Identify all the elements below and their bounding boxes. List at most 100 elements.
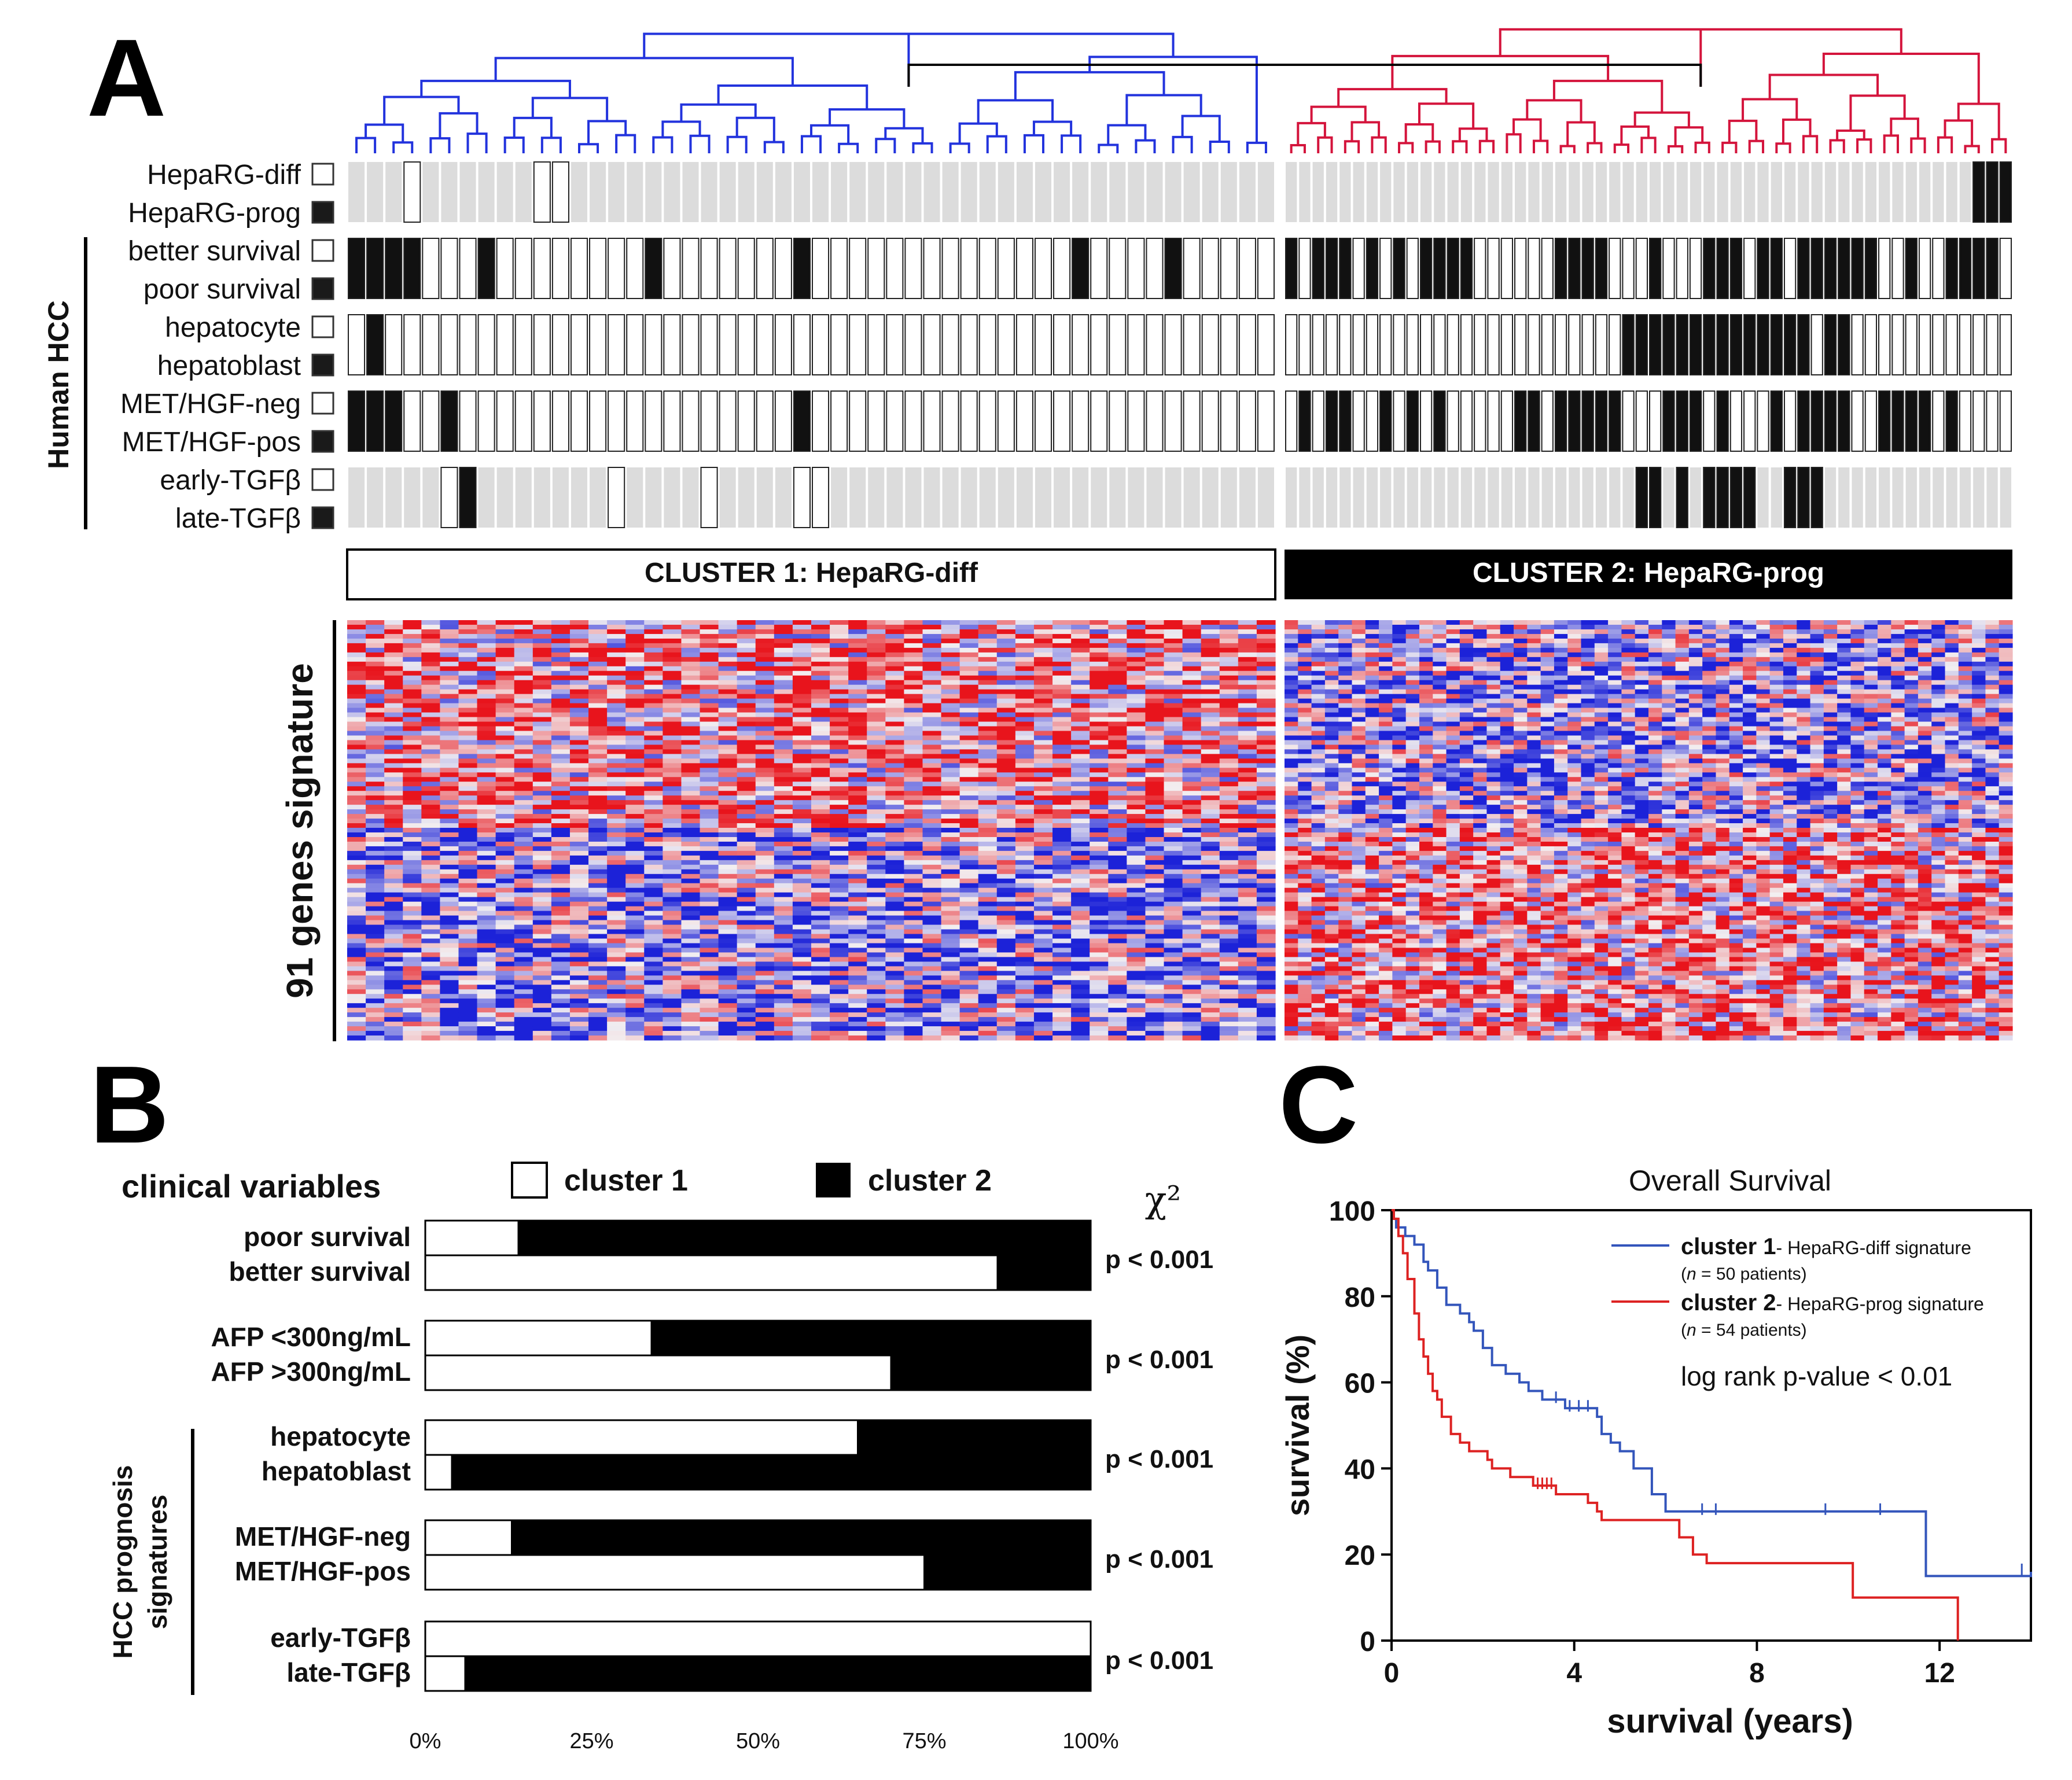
heatmap-cell xyxy=(811,698,830,704)
annotation-cell xyxy=(1649,390,1662,452)
annotation-cell xyxy=(1474,390,1486,452)
heatmap-cell xyxy=(1219,786,1239,791)
heatmap-cell xyxy=(848,666,867,672)
heatmap-cell xyxy=(1052,805,1072,810)
annotation-cell xyxy=(1339,314,1352,375)
heatmap-cell xyxy=(774,643,793,648)
heatmap-cell xyxy=(1219,782,1239,787)
heatmap-cell xyxy=(1071,883,1090,889)
heatmap-cell xyxy=(514,836,533,842)
heatmap-cell xyxy=(1127,938,1146,944)
heatmap-cell xyxy=(1145,819,1165,824)
heatmap-cell xyxy=(625,828,645,833)
annotation-cell xyxy=(1034,314,1052,375)
heatmap-cell xyxy=(588,998,608,1004)
heatmap-cell xyxy=(1090,670,1109,676)
heatmap-cell xyxy=(607,786,626,791)
heatmap-cell xyxy=(700,777,719,782)
heatmap-cell xyxy=(904,758,923,764)
heatmap-cell xyxy=(514,938,533,944)
heatmap-cell xyxy=(1127,754,1146,759)
heatmap-cell xyxy=(1108,782,1127,787)
heatmap-cell xyxy=(830,758,849,764)
heatmap-cell xyxy=(588,749,608,754)
heatmap-cell xyxy=(458,897,478,902)
heatmap-cell xyxy=(1052,901,1072,907)
heatmap-cell xyxy=(885,841,904,847)
heatmap-cell xyxy=(625,684,645,690)
heatmap-cell xyxy=(569,989,589,994)
heatmap-cell xyxy=(681,836,701,842)
heatmap-cell xyxy=(625,948,645,953)
heatmap-cell xyxy=(885,624,904,630)
heatmap-cell xyxy=(848,915,867,921)
heatmap-cell xyxy=(718,657,738,662)
heatmap-cell xyxy=(495,684,515,690)
heatmap-cell xyxy=(569,629,589,635)
heatmap-cell xyxy=(532,745,552,750)
heatmap-cell xyxy=(440,754,459,759)
heatmap-cell xyxy=(1145,975,1165,981)
heatmap-cell xyxy=(625,694,645,699)
heatmap-cell xyxy=(366,638,385,644)
heatmap-cell xyxy=(1071,795,1090,801)
heatmap-cell xyxy=(514,633,533,639)
dendrogram-branch xyxy=(810,124,850,144)
heatmap-cell xyxy=(755,731,775,736)
annotation-cell xyxy=(1595,162,1607,222)
heatmap-cell xyxy=(848,874,867,879)
heatmap-cell xyxy=(1201,805,1220,810)
heatmap-cell xyxy=(384,1031,403,1036)
dendrogram-branch xyxy=(1310,105,1367,123)
heatmap-cell xyxy=(495,929,515,935)
heatmap-cell xyxy=(644,864,663,870)
heatmap-cell xyxy=(922,1031,942,1036)
heatmap-cell xyxy=(941,823,960,828)
heatmap-cell xyxy=(1164,832,1183,838)
heatmap-cell xyxy=(458,864,478,870)
heatmap-cell xyxy=(755,763,775,768)
annotation-cell xyxy=(849,162,866,222)
heatmap-cell xyxy=(532,938,552,944)
heatmap-cell xyxy=(625,707,645,713)
heatmap-cell xyxy=(551,633,571,639)
heatmap-cell xyxy=(941,989,960,994)
heatmap-cell xyxy=(347,989,366,994)
annotation-cell xyxy=(1554,390,1567,452)
heatmap-cell xyxy=(403,680,422,686)
dendrogram-branch xyxy=(829,108,906,128)
heatmap-cell xyxy=(718,989,738,994)
heatmap-cell xyxy=(996,684,1016,690)
heatmap-cell xyxy=(551,694,571,699)
heatmap-cell xyxy=(644,731,663,736)
heatmap-cell xyxy=(532,1035,552,1041)
heatmap-cell xyxy=(384,901,403,907)
heatmap-cell xyxy=(737,800,756,805)
heatmap-cell xyxy=(625,934,645,939)
heatmap-cell xyxy=(403,828,422,833)
annotation-cell xyxy=(1986,467,1998,528)
heatmap-cell xyxy=(1071,643,1090,648)
heatmap-cell xyxy=(978,998,998,1004)
heatmap-cell xyxy=(514,929,533,935)
heatmap-cell xyxy=(792,758,812,764)
heatmap-cell xyxy=(421,800,440,805)
heatmap-cell xyxy=(867,966,886,971)
heatmap-cell xyxy=(867,684,886,690)
heatmap-cell xyxy=(1145,823,1165,828)
heatmap-cell xyxy=(477,782,496,787)
heatmap-cell xyxy=(663,850,682,856)
heatmap-cell xyxy=(421,777,440,782)
heatmap-cell xyxy=(792,694,812,699)
heatmap-cell xyxy=(718,735,738,741)
heatmap-cell xyxy=(867,647,886,653)
heatmap-cell xyxy=(792,920,812,926)
heatmap-cell xyxy=(551,1035,571,1041)
annotation-cell xyxy=(1460,467,1473,528)
heatmap-cell xyxy=(458,689,478,695)
heatmap-cell xyxy=(811,878,830,884)
annotation-labels: HepaRG-diff HepaRG-prog better survival … xyxy=(120,160,301,534)
heatmap-cell xyxy=(1015,980,1035,985)
heatmap-cell xyxy=(959,998,979,1004)
heatmap-cell xyxy=(1108,957,1127,962)
